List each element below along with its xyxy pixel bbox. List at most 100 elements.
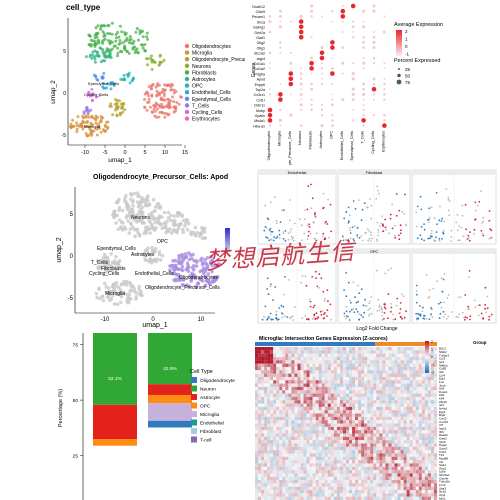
heatmap-cell [421, 446, 425, 451]
heatmap-cell [358, 376, 362, 381]
heatmap-cell [427, 473, 431, 477]
heatmap-cell [315, 450, 319, 454]
heatmap-cell [421, 460, 425, 464]
legend-swatch [184, 103, 190, 108]
volcano-point [292, 319, 294, 321]
heatmap-cell [267, 470, 271, 474]
volcano-point [446, 297, 449, 300]
heatmap-cell [330, 453, 334, 457]
umap-apod-point [137, 292, 142, 296]
heatmap-cell [427, 476, 431, 481]
heatmap-cell [418, 370, 422, 374]
heatmap-cell [336, 450, 340, 454]
heatmap-cell [376, 480, 380, 484]
umap-cell-point [87, 90, 91, 94]
umap-apod-point [151, 198, 156, 202]
umap-cell-point [152, 104, 156, 108]
heatmap-cell [391, 353, 395, 358]
umap-apod-point [194, 264, 199, 268]
heatmap-cell [336, 396, 340, 401]
expression-dot [268, 15, 272, 18]
heatmap-cell [409, 347, 413, 351]
umap-apod-point [153, 209, 157, 213]
heatmap-cell [364, 486, 368, 491]
umap-cell-point [88, 55, 92, 59]
heatmap-cell [424, 386, 428, 391]
heatmap-cell [370, 496, 374, 500]
heatmap-cell [342, 440, 347, 444]
volcano-point [428, 288, 431, 291]
heatmap-cell [264, 450, 268, 454]
heatmap-cell [270, 400, 274, 404]
heatmap-cell [306, 386, 310, 391]
heatmap-cell [361, 353, 365, 358]
umap-apod-point [115, 302, 120, 307]
x-tick-label: -5 [103, 150, 108, 156]
heatmap-cell [312, 347, 316, 351]
heatmap-cell [288, 376, 292, 381]
heatmap-cell [336, 436, 340, 441]
umap-apod-point [205, 256, 210, 260]
heatmap-cell [388, 396, 392, 401]
heatmap-cell [388, 463, 392, 467]
heatmap-cell [382, 347, 386, 351]
volcano-point [399, 312, 401, 314]
heatmap-cell [370, 433, 374, 437]
umap-apod-panel: Oligodendrocyte_Precursor_Cells: Apod -1… [45, 165, 245, 330]
heatmap-cell [273, 490, 277, 494]
heatmap-cell [430, 366, 435, 371]
heatmap-cell [355, 443, 359, 447]
heatmap-cell [279, 420, 283, 424]
heatmap-cell [327, 470, 331, 474]
heatmap-cell [430, 386, 435, 391]
heatmap-cell [276, 473, 280, 477]
heatmap-cell [312, 350, 316, 354]
heatmap-cell [255, 353, 259, 358]
heatmap-cell [430, 443, 435, 447]
heatmap-cell [358, 423, 362, 427]
heatmap-cell [315, 403, 319, 407]
heatmap-cell [276, 373, 280, 377]
volcano-point [469, 231, 471, 233]
gene-label: Cldn11 [254, 104, 265, 108]
heatmap-row-label: Rsad2 [439, 433, 448, 437]
heatmap-cell [409, 423, 413, 427]
volcano-point [435, 231, 438, 233]
celltype-label: Fibroblasts [309, 131, 313, 150]
heatmap-cell [258, 383, 262, 387]
heatmap-cell [418, 446, 422, 451]
heatmap-cell [261, 440, 265, 444]
heatmap-cell [285, 450, 289, 454]
heatmap-cell [279, 460, 283, 464]
heatmap-cell [412, 350, 416, 354]
heatmap-cell [364, 366, 368, 371]
heatmap-cell [373, 410, 377, 414]
umap-apod-point [154, 259, 158, 264]
heatmap-cell [352, 413, 356, 417]
umap-apod-point [207, 279, 211, 284]
heatmap-cell [424, 480, 428, 484]
heatmap-cell [385, 386, 389, 391]
heatmap-cell [430, 446, 435, 451]
heatmap-cell [385, 423, 389, 427]
heatmap-cell [309, 350, 313, 354]
volcano-point [474, 306, 477, 309]
volcano-point [268, 239, 270, 242]
heatmap-cell [303, 353, 307, 358]
volcano-point [440, 277, 443, 280]
heatmap-cell [379, 430, 383, 434]
volcano-point [459, 296, 462, 298]
heatmap-cell [258, 413, 262, 417]
heatmap-cell [397, 406, 401, 411]
volcano-point [275, 310, 278, 313]
heatmap-cell [403, 490, 407, 494]
heatmap-cell [427, 466, 431, 471]
heatmap-cell [330, 347, 334, 351]
volcano-point [421, 310, 424, 313]
heatmap-cell [330, 473, 334, 477]
heatmap-cell [300, 466, 304, 471]
volcano-point [428, 295, 431, 298]
volcano-point [422, 306, 424, 309]
volcano-point [365, 304, 368, 307]
heatmap-cell [300, 463, 304, 467]
